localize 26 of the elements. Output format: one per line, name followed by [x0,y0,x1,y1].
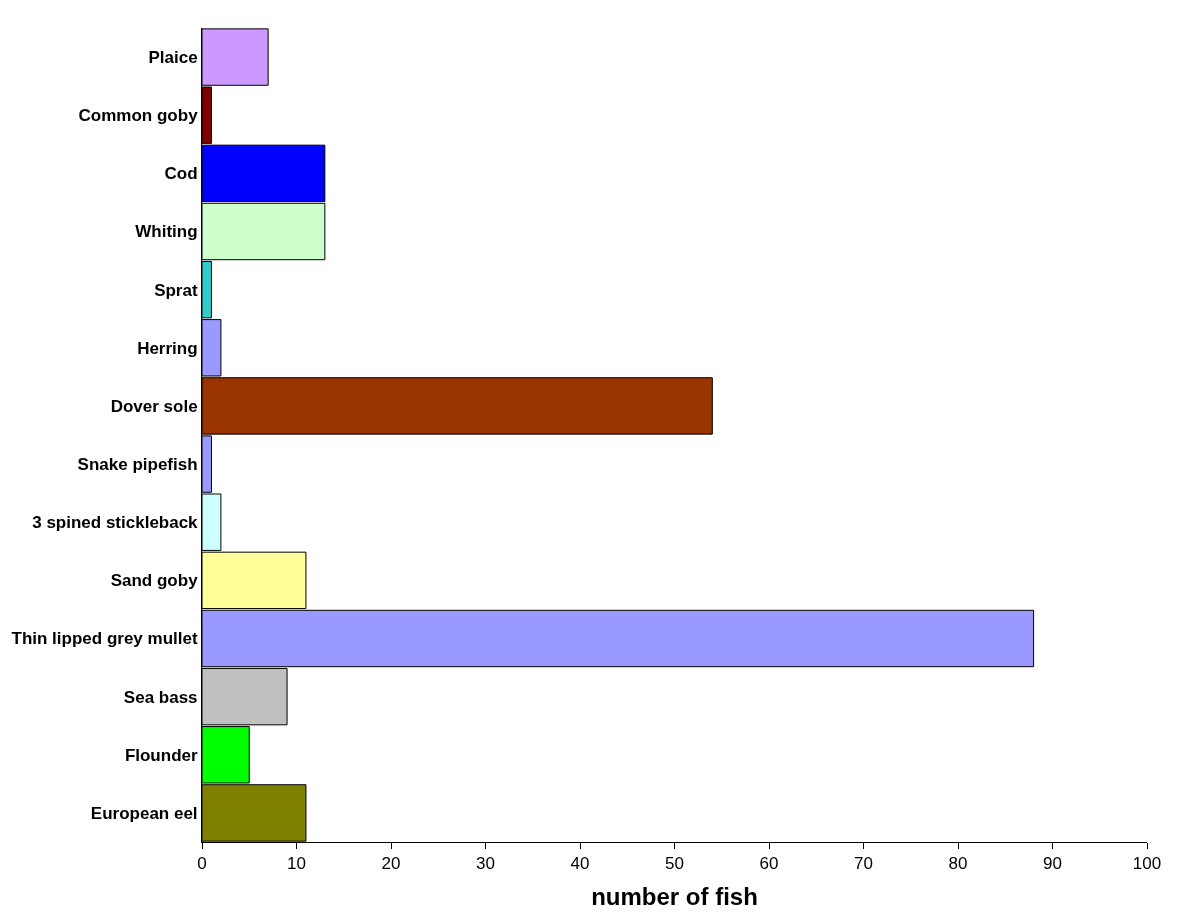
x-tick-label: 50 [665,854,684,874]
x-axis-title: number of fish [591,882,758,910]
y-tick-label: European eel [90,803,198,823]
x-tick-label: 0 [197,854,207,874]
y-tick-label: Herring [137,338,198,358]
x-tick-label: 30 [476,854,495,874]
y-tick-label: Sand goby [110,571,199,591]
y-tick-label: 3 spined stickleback [32,513,199,533]
y-tick-label: Thin lipped grey mullet [11,629,198,649]
x-tick-label: 20 [381,854,401,874]
y-tick-label: Sea bass [123,687,198,707]
y-tick-label: Flounder [124,745,198,765]
y-tick-label: Sprat [154,280,198,300]
y-tick-label: Whiting [135,222,198,242]
x-tick-label: 90 [1043,854,1062,874]
y-tick-label: Snake pipefish [77,455,198,475]
x-tick-label: 100 [1132,854,1162,874]
x-tick-label: 80 [948,854,968,874]
y-tick-label: Cod [164,164,198,184]
x-tick-label: 70 [854,854,873,874]
y-tick-label: Dover sole [110,396,198,416]
y-tick-label: Common goby [78,106,199,126]
x-tick-label: 10 [287,854,306,874]
x-tick-label: 60 [759,854,779,874]
y-tick-label: Plaice [148,48,198,68]
x-tick-label: 40 [570,854,590,874]
